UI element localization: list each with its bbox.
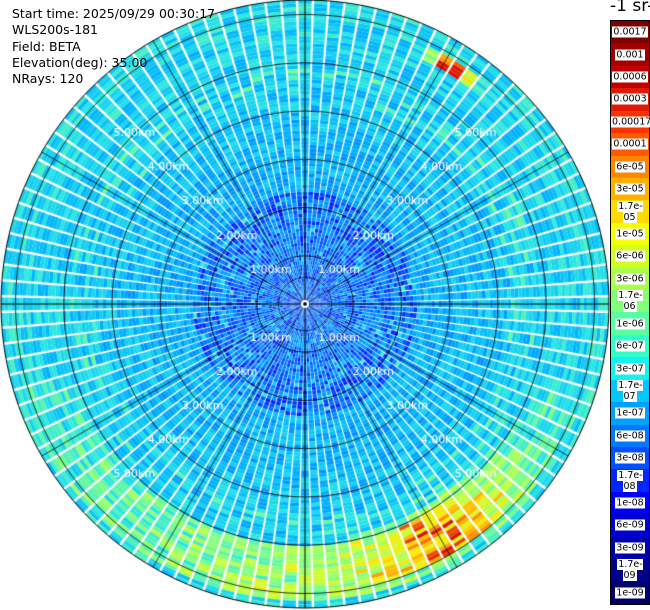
start-time: Start time: 2025/09/29 00:30:17: [12, 6, 216, 21]
colorbar-step: 3e-05: [611, 177, 649, 201]
colorbar-tick-label: 1.7e-05: [617, 200, 643, 223]
colorbar-step: 0.0006: [611, 65, 649, 89]
colorbar-tick-label: 3e-06: [615, 273, 645, 285]
colorbar-tick-label: 0.001: [615, 49, 645, 61]
colorbar-step: 0.001: [611, 43, 649, 66]
colorbar-step: 0.0001: [611, 133, 649, 156]
colorbar-tick-label: 6e-06: [615, 250, 645, 262]
colorbar-tick-label: 1e-09: [615, 587, 645, 599]
colorbar-step: 6e-07: [611, 334, 649, 358]
colorbar-tick-label: 1.7e-07: [617, 379, 643, 402]
colorbar-step: 1e-08: [611, 491, 649, 515]
colorbar-tick-label: 6e-07: [615, 340, 645, 352]
scan-info: Start time: 2025/09/29 00:30:17 WLS200s-…: [12, 6, 215, 87]
colorbar-step: 1e-05: [611, 222, 649, 246]
colorbar-tick-label: 3e-09: [615, 542, 645, 554]
colorbar-step: 3e-09: [611, 536, 649, 560]
colorbar-title: -1 sr-: [610, 0, 650, 16]
colorbar-step: 1.7e-07: [611, 379, 649, 403]
instrument-id: WLS200s-181: [12, 22, 98, 38]
colorbar-tick-label: 1.7e-09: [617, 559, 643, 582]
colorbar-step: 1e-07: [611, 402, 649, 425]
colorbar-tick-label: 6e-05: [615, 161, 645, 173]
field-name: Field: BETA: [12, 38, 81, 54]
colorbar-step: 3e-08: [611, 447, 649, 470]
colorbar-tick-label: 6e-09: [615, 519, 645, 531]
colorbar-tick-label: 0.0006: [612, 71, 648, 83]
colorbar-step: 1.7e-05: [611, 200, 649, 223]
colorbar-step: 1e-09: [611, 581, 649, 604]
elevation: Elevation(deg): 35.00: [12, 54, 148, 70]
colorbar-tick-label: 1e-05: [615, 228, 645, 240]
colorbar-tick-label: 0.0003: [612, 93, 648, 105]
colorbar-tick-label: 3e-05: [615, 183, 645, 195]
colorbar-step: 3e-06: [611, 267, 649, 291]
colorbar-step: 3e-07: [611, 357, 649, 380]
colorbar-tick-label: 1.7e-06: [617, 290, 643, 313]
colorbar-step: 0.0017: [611, 21, 649, 44]
colorbar-step: 1e-06: [611, 312, 649, 335]
colorbar-tick-label: 1e-07: [615, 407, 645, 419]
colorbar-step: 0.0003: [611, 88, 649, 111]
colorbar-tick-label: 3e-07: [615, 363, 645, 375]
colorbar-step: 1.7e-09: [611, 559, 649, 582]
colorbar-step: 6e-09: [611, 514, 649, 537]
colorbar-step: 6e-08: [611, 424, 649, 448]
colorbar-tick-label: 0.00017: [611, 116, 650, 128]
colorbar-tick-label: 0.0017: [612, 26, 648, 38]
colorbar-tick-label: 0.0001: [612, 138, 648, 150]
colorbar-step: 1.7e-08: [611, 469, 649, 492]
colorbar-step: 0.00017: [611, 110, 650, 134]
colorbar: 0.0017 0.001 0.0006 0.0003 0.00017 0.0001 6e-0…: [610, 20, 650, 605]
colorbar-tick-label: 6e-08: [615, 430, 645, 442]
colorbar-tick-label: 1.7e-08: [617, 469, 643, 492]
colorbar-step: 1.7e-06: [611, 290, 649, 313]
colorbar-step: 6e-05: [611, 155, 649, 178]
ppi-plot: [0, 0, 610, 610]
colorbar-tick-label: 1e-06: [615, 318, 645, 330]
colorbar-step: 6e-06: [611, 245, 649, 268]
nrays: NRays: 120: [12, 71, 84, 87]
colorbar-tick-label: 3e-08: [615, 452, 645, 464]
colorbar-tick-label: 1e-08: [615, 497, 645, 509]
